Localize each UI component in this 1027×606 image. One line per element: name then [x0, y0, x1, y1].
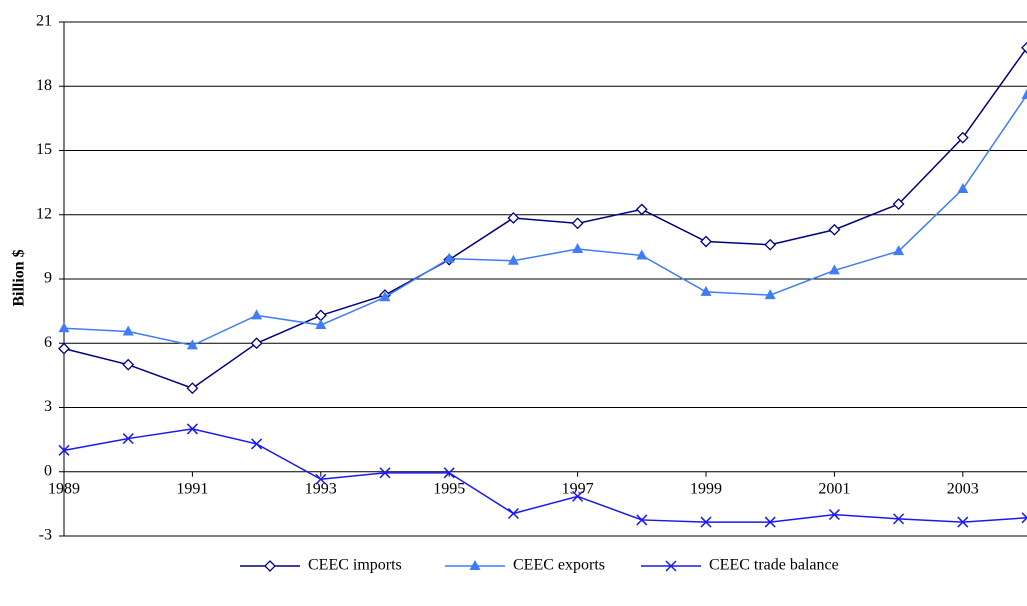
- marker: [314, 309, 327, 322]
- marker: [636, 514, 648, 526]
- marker: [828, 223, 841, 236]
- marker: [700, 516, 712, 528]
- x-tick-label: 2001: [818, 480, 850, 497]
- marker: [892, 198, 905, 210]
- x-tick-label: 1995: [433, 480, 465, 497]
- legend-label: CEEC exports: [513, 557, 605, 574]
- marker: [122, 325, 134, 336]
- y-tick-label: 9: [44, 270, 52, 287]
- marker: [58, 322, 70, 333]
- marker: [58, 444, 70, 456]
- series-line: [63, 428, 1027, 523]
- marker: [186, 339, 198, 350]
- series-line: [63, 47, 1027, 390]
- x-tick-label: 1999: [690, 480, 722, 497]
- marker: [469, 560, 481, 570]
- marker: [636, 249, 648, 260]
- marker: [700, 235, 712, 248]
- y-tick-label: 18: [36, 77, 52, 94]
- marker: [251, 438, 263, 450]
- marker: [893, 513, 905, 525]
- marker: [828, 264, 840, 275]
- legend-label: CEEC trade balance: [709, 557, 839, 574]
- marker: [957, 516, 969, 528]
- marker: [58, 342, 70, 355]
- y-tick-label: 21: [36, 13, 52, 30]
- marker: [186, 423, 198, 435]
- marker: [315, 319, 327, 330]
- y-tick-label: 3: [44, 398, 52, 415]
- marker: [379, 291, 391, 302]
- marker: [700, 285, 712, 296]
- marker: [1021, 88, 1027, 99]
- marker: [507, 507, 519, 520]
- marker: [443, 252, 455, 263]
- marker: [250, 337, 263, 350]
- legend-label: CEEC imports: [308, 557, 402, 574]
- marker: [893, 245, 905, 256]
- y-tick-label: 0: [44, 462, 52, 479]
- marker: [507, 254, 519, 265]
- marker: [122, 358, 135, 371]
- legend-item: CEEC imports: [240, 557, 402, 574]
- marker: [507, 212, 520, 224]
- y-axis-label: Billion $: [11, 249, 28, 306]
- marker: [635, 203, 648, 216]
- y-tick-label: -3: [39, 527, 52, 544]
- marker: [122, 433, 134, 445]
- marker: [957, 183, 969, 194]
- series-line: [63, 94, 1027, 347]
- marker: [828, 509, 840, 521]
- marker: [956, 131, 969, 144]
- marker: [1021, 41, 1027, 54]
- marker: [186, 382, 199, 395]
- x-tick-label: 1997: [562, 480, 594, 497]
- marker: [764, 238, 777, 251]
- marker: [572, 243, 584, 254]
- x-tick-label: 2003: [947, 480, 979, 497]
- marker: [665, 560, 677, 572]
- y-tick-label: 12: [36, 205, 52, 222]
- marker: [764, 289, 776, 300]
- y-tick-label: 15: [36, 141, 52, 158]
- marker: [443, 467, 455, 479]
- marker: [764, 516, 776, 528]
- x-tick-label: 1993: [305, 480, 337, 497]
- legend-item: CEEC exports: [445, 557, 605, 574]
- x-tick-label: 1991: [176, 480, 208, 497]
- marker: [251, 309, 263, 320]
- marker: [315, 473, 327, 485]
- y-tick-label: 6: [44, 334, 52, 351]
- marker: [264, 560, 276, 572]
- marker: [571, 217, 584, 230]
- marker: [572, 490, 584, 502]
- marker: [1021, 512, 1027, 524]
- x-tick-label: 1989: [48, 480, 80, 497]
- marker: [379, 467, 391, 479]
- legend-item: CEEC trade balance: [641, 557, 839, 574]
